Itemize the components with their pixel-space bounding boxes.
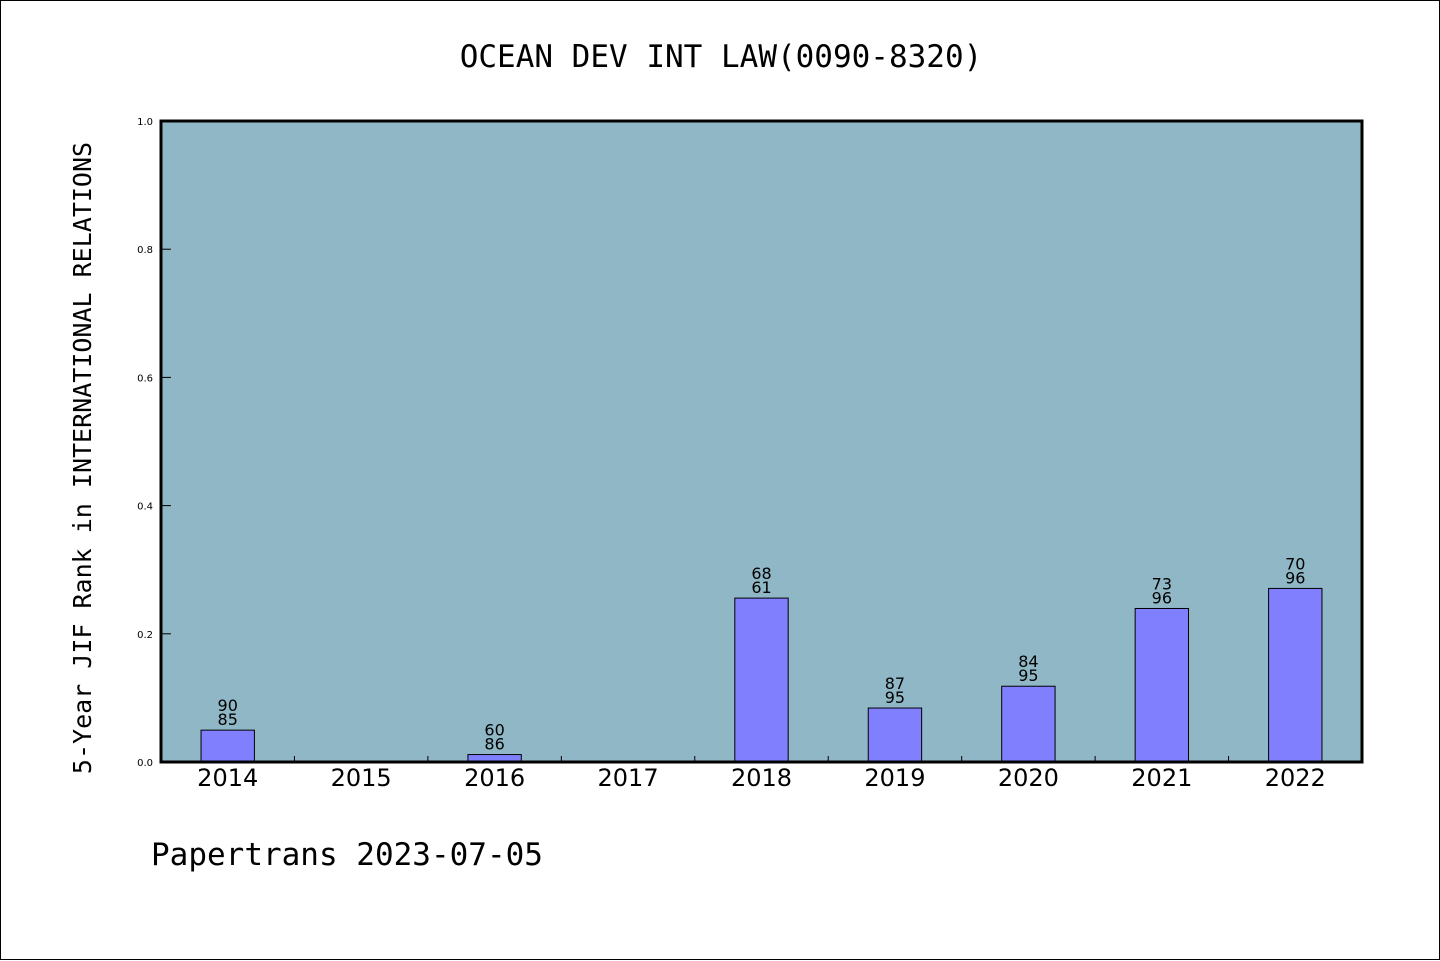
y-tick-label: 0.0 — [137, 758, 153, 769]
x-tick-label: 2018 — [731, 764, 792, 792]
x-tick-label: 2015 — [331, 764, 392, 792]
y-tick-label: 1.0 — [137, 117, 153, 128]
bar-label-bottom: 85 — [218, 710, 238, 729]
bar-2022 — [1268, 587, 1323, 763]
bar-label-bottom: 61 — [751, 578, 771, 597]
x-tick-label: 2021 — [1131, 764, 1192, 792]
bar-label-top: 68 — [751, 564, 771, 583]
x-tick-label: 2020 — [998, 764, 1059, 792]
plot-border — [159, 119, 1364, 764]
bar-label-bottom: 86 — [484, 735, 504, 754]
footer-note: Papertrans 2023-07-05 — [151, 837, 543, 873]
bar-label-top: 70 — [1285, 554, 1305, 573]
x-tick-label: 2014 — [197, 764, 258, 792]
bar-label-bottom: 96 — [1285, 568, 1305, 587]
bar-label-bottom: 95 — [885, 688, 905, 707]
x-tick-label: 2019 — [864, 764, 925, 792]
x-axis: 2014 2015 2016 2017 2018 2019 2020 2021 2022 — [197, 756, 1326, 792]
bar-2014 — [200, 729, 255, 763]
chart-title: OCEAN DEV INT LAW(0090-8320) — [460, 39, 983, 75]
bar-label-top: 90 — [218, 696, 238, 715]
bar-label-bottom: 96 — [1152, 588, 1172, 607]
y-tick-label: 0.4 — [137, 502, 153, 513]
x-tick-label: 2017 — [598, 764, 659, 792]
bar-label-top: 60 — [484, 721, 504, 740]
y-tick-label: 0.6 — [137, 373, 153, 384]
bar-label-bottom: 95 — [1018, 666, 1038, 685]
y-tick-label: 0.8 — [137, 245, 153, 256]
bar-label-top: 73 — [1152, 574, 1172, 593]
bar-series — [200, 587, 1323, 763]
bar-2021 — [1134, 607, 1190, 763]
bar-2020 — [1001, 685, 1056, 763]
bar-label-top: 87 — [885, 674, 905, 693]
x-tick-label: 2016 — [464, 764, 525, 792]
bar-2019 — [867, 707, 923, 763]
y-tick-label: 0.2 — [137, 630, 153, 641]
y-axis-label: 5-Year JIF Rank in INTERNATIONAL RELATIO… — [68, 142, 97, 774]
bar-label-top: 84 — [1018, 652, 1038, 671]
bar-2018 — [734, 597, 789, 763]
x-tick-label: 2022 — [1265, 764, 1326, 792]
